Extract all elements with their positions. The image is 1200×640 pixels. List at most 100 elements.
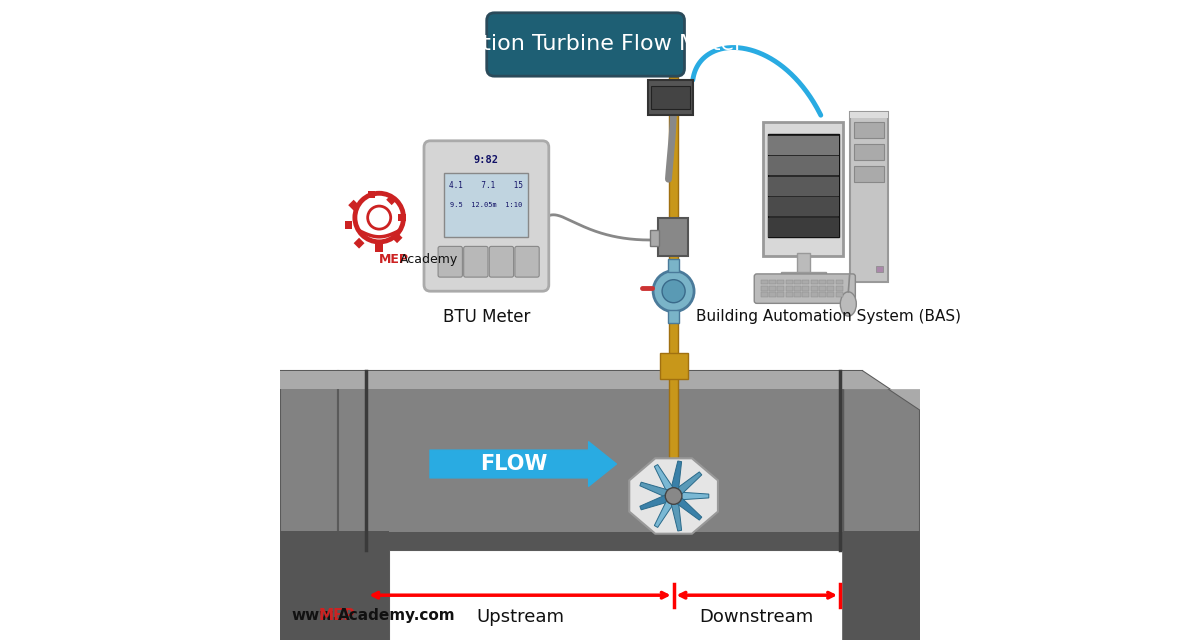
Text: BTU Meter: BTU Meter <box>443 308 530 326</box>
Polygon shape <box>640 495 668 510</box>
Bar <box>854 166 883 182</box>
Bar <box>376 244 383 252</box>
Bar <box>769 292 776 297</box>
Bar <box>769 286 776 291</box>
Bar <box>778 286 785 291</box>
Text: Upstream: Upstream <box>476 608 564 626</box>
Polygon shape <box>844 371 920 410</box>
Text: Insertion Turbine Flow Meter: Insertion Turbine Flow Meter <box>427 35 744 54</box>
Bar <box>835 280 842 284</box>
Bar <box>769 280 776 284</box>
Polygon shape <box>676 472 702 495</box>
Bar <box>850 112 888 118</box>
Bar <box>810 292 817 297</box>
Bar <box>354 237 365 248</box>
Text: FLOW: FLOW <box>480 454 547 474</box>
Bar <box>854 122 883 138</box>
Bar <box>768 136 839 155</box>
Polygon shape <box>844 371 920 640</box>
Bar <box>778 292 785 297</box>
Bar <box>850 112 888 282</box>
Bar <box>398 214 406 221</box>
Bar <box>761 292 768 297</box>
Bar <box>652 86 690 109</box>
Polygon shape <box>676 497 702 520</box>
Bar <box>786 292 793 297</box>
Text: Academy: Academy <box>401 253 458 266</box>
FancyBboxPatch shape <box>438 246 462 277</box>
Bar <box>794 292 800 297</box>
Bar <box>835 286 842 291</box>
Bar <box>344 221 353 229</box>
Bar <box>818 286 826 291</box>
Bar <box>835 292 842 297</box>
Bar <box>391 232 402 243</box>
Bar <box>854 144 883 160</box>
FancyBboxPatch shape <box>487 13 684 76</box>
Bar <box>768 134 839 237</box>
Text: 4.1    7.1    15: 4.1 7.1 15 <box>449 181 523 190</box>
Bar <box>827 280 834 284</box>
Bar <box>786 286 793 291</box>
Circle shape <box>662 280 685 303</box>
Text: MEP: MEP <box>318 608 355 623</box>
Text: 9:82: 9:82 <box>474 155 499 165</box>
Bar <box>876 266 883 272</box>
Bar <box>768 197 839 216</box>
Bar <box>337 532 863 550</box>
Text: MEP: MEP <box>379 253 409 266</box>
Polygon shape <box>629 458 718 534</box>
Bar <box>386 195 397 205</box>
FancyBboxPatch shape <box>424 141 548 291</box>
Bar <box>761 286 768 291</box>
Polygon shape <box>671 461 682 490</box>
FancyBboxPatch shape <box>515 246 539 277</box>
Polygon shape <box>280 371 389 640</box>
Bar <box>827 286 834 291</box>
Bar <box>827 292 834 297</box>
Bar <box>444 173 528 237</box>
Text: www.: www. <box>292 608 338 623</box>
Polygon shape <box>654 500 673 527</box>
Bar <box>668 310 679 323</box>
FancyBboxPatch shape <box>755 274 856 303</box>
Bar <box>768 218 839 237</box>
Bar <box>768 156 839 175</box>
Polygon shape <box>640 482 668 497</box>
Bar <box>803 280 809 284</box>
Bar <box>768 177 839 196</box>
Bar <box>348 200 359 211</box>
Polygon shape <box>280 371 337 389</box>
Bar <box>763 122 844 256</box>
Bar <box>818 292 826 297</box>
Polygon shape <box>654 465 673 492</box>
Bar <box>781 272 826 285</box>
Bar <box>761 280 768 284</box>
Bar <box>670 77 678 532</box>
Bar <box>794 280 800 284</box>
FancyArrowPatch shape <box>430 442 617 486</box>
Bar <box>648 80 692 115</box>
Bar <box>660 353 688 379</box>
Bar <box>797 253 810 275</box>
Text: 9.5  12.05m  1:10: 9.5 12.05m 1:10 <box>450 202 522 208</box>
Circle shape <box>665 488 682 504</box>
Bar <box>803 286 809 291</box>
Bar <box>803 292 809 297</box>
Circle shape <box>653 271 694 312</box>
Bar <box>668 259 679 272</box>
Bar <box>786 280 793 284</box>
Polygon shape <box>671 502 682 531</box>
Bar <box>658 218 689 256</box>
Bar <box>818 280 826 284</box>
Bar <box>650 230 659 246</box>
Bar <box>810 286 817 291</box>
FancyBboxPatch shape <box>490 246 514 277</box>
Text: Academy.com: Academy.com <box>337 608 455 623</box>
Bar <box>810 280 817 284</box>
FancyBboxPatch shape <box>463 246 488 277</box>
Bar <box>367 191 376 198</box>
Ellipse shape <box>840 292 857 316</box>
Polygon shape <box>844 531 920 640</box>
Bar <box>337 371 863 550</box>
